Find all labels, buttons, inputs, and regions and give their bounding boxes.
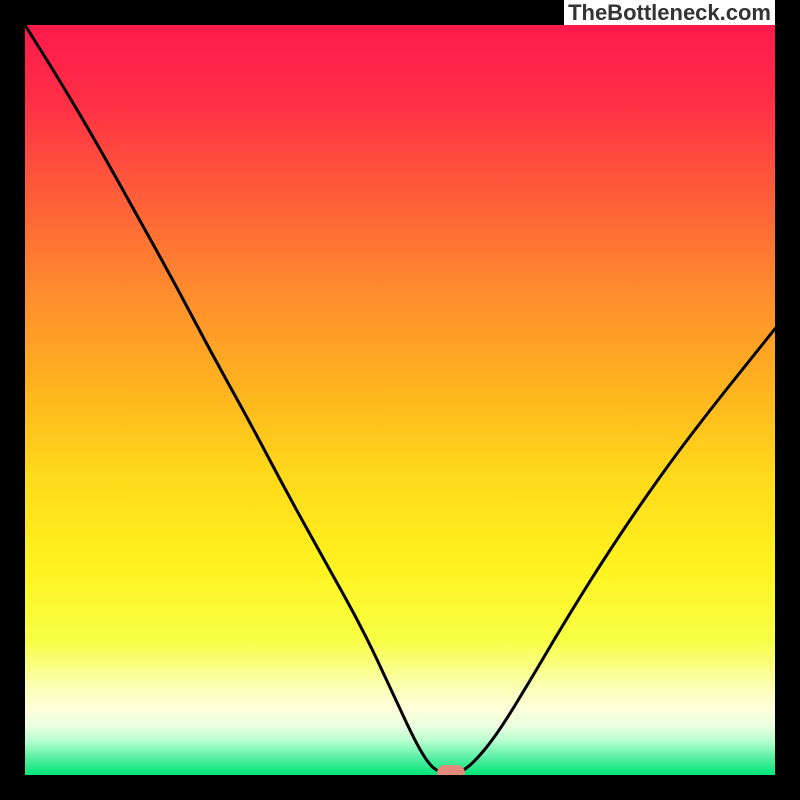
bottleneck-chart	[25, 25, 775, 775]
source-watermark: TheBottleneck.com	[564, 0, 775, 25]
curve-path	[25, 25, 775, 773]
optimal-point-marker	[437, 765, 465, 775]
bottleneck-curve	[25, 25, 775, 775]
